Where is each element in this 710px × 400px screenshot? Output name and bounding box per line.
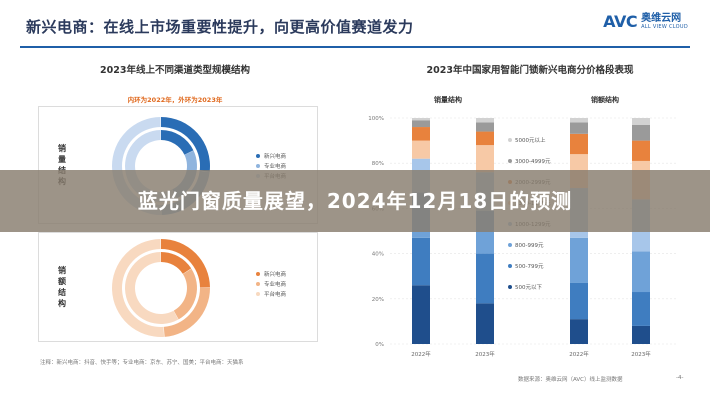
bar-legend-swatch-1 — [508, 159, 512, 163]
bar-legend-label-1: 3000-4999元 — [515, 158, 551, 165]
y-tick-label-2: 40% — [372, 252, 384, 258]
bar-volume-1-seg-1 — [476, 253, 494, 304]
logo-mark: AVC — [603, 12, 638, 31]
bar-volume-0-seg-7 — [412, 118, 430, 121]
bar-sales-1-seg-5 — [632, 140, 650, 161]
donut-0-legend-swatch-0 — [256, 154, 260, 158]
bar-legend-swatch-6 — [508, 264, 512, 268]
donut-0-legend-swatch-1 — [256, 164, 260, 168]
donut-0-inner-slice-0 — [161, 130, 194, 155]
logo-en: ALL VIEW CLOUD — [641, 24, 688, 30]
logo-cn: 奥维云网 — [641, 13, 682, 24]
x-label-volume-1: 2023年 — [475, 350, 495, 358]
price-segment-bar-chart: 0%20%40%60%80%100%2022年2023年2022年2023年50… — [368, 116, 678, 358]
bar-legend-label-7: 500元以下 — [515, 284, 542, 291]
header-divider — [20, 46, 690, 48]
bar-legend-label-6: 500-799元 — [515, 263, 544, 270]
page-number: -4- — [676, 375, 684, 381]
left-panel-title: 2023年线上不同渠道类型规模结构 — [100, 65, 250, 76]
bar-sales-0-seg-6 — [570, 122, 588, 134]
donut-1-legend-label-0: 新兴电商 — [264, 272, 287, 278]
donut-1-legend-item-0: 新兴电商 — [256, 270, 286, 278]
bar-legend-swatch-5 — [508, 243, 512, 247]
bar-volume-0-seg-0 — [412, 285, 430, 344]
donut-1-outer-slice-0 — [161, 239, 210, 288]
bar-sales-0-seg-0 — [570, 319, 588, 344]
sales-bars-label: 销额结构 — [591, 96, 619, 104]
bar-legend-swatch-7 — [508, 285, 512, 289]
bar-sales-1-seg-6 — [632, 124, 650, 141]
avc-logo: AVC 奥维云网 ALL VIEW CLOUD — [603, 12, 688, 31]
donut-0-legend-label-0: 新兴电商 — [264, 154, 287, 160]
bar-volume-1-seg-6 — [476, 122, 494, 132]
donut-1-outer-slice-2 — [112, 239, 165, 337]
bar-volume-0-seg-1 — [412, 237, 430, 286]
bar-sales-0-seg-7 — [570, 118, 588, 123]
bar-volume-0-seg-6 — [412, 120, 430, 128]
y-tick-label-1: 20% — [372, 297, 384, 303]
bar-volume-1-seg-5 — [476, 131, 494, 146]
data-source-note: 数据来源：奥维云网（AVC）线上监测数据 — [518, 377, 623, 383]
sales-donut-chart — [112, 239, 210, 337]
ring-note: 内环为2022年，外环为2023年 — [127, 96, 223, 104]
bar-volume-1-seg-0 — [476, 303, 494, 344]
bar-volume-1-seg-7 — [476, 118, 494, 123]
bar-sales-1-seg-7 — [632, 118, 650, 125]
donut-1-legend-label-1: 专业电商 — [264, 282, 287, 288]
bar-sales-1-seg-1 — [632, 292, 650, 326]
y-tick-label-0: 0% — [375, 342, 384, 348]
y-tick-label-4: 80% — [372, 161, 384, 167]
bar-sales-0-seg-5 — [570, 133, 588, 155]
page-title: 新兴电商：在线上市场重要性提升，向更高价值赛道发力 — [26, 18, 414, 36]
donut-1-inner-slice-1 — [173, 268, 197, 320]
header: 新兴电商：在线上市场重要性提升，向更高价值赛道发力 AVC 奥维云网 ALL V… — [0, 0, 710, 52]
bar-sales-0-seg-1 — [570, 282, 588, 320]
x-label-volume-0: 2022年 — [411, 350, 431, 358]
banner-headline: 蓝光门窗质量展望，2024年12月18日的预测 — [137, 189, 573, 213]
donut-1-inner-slice-2 — [125, 252, 179, 324]
x-label-sales-0: 2022年 — [569, 350, 589, 358]
bar-volume-0-seg-4 — [412, 140, 430, 159]
right-panel-title: 2023年中国家用智能门锁新兴电商分价格段表现 — [426, 65, 634, 76]
donut-0-legend-item-0: 新兴电商 — [256, 152, 286, 160]
y-tick-label-5: 100% — [368, 116, 384, 122]
donut-0-outer-slice-0 — [161, 117, 210, 172]
bar-sales-0-seg-2 — [570, 237, 588, 283]
donut-1-legend-swatch-1 — [256, 282, 260, 286]
bar-sales-1-seg-2 — [632, 251, 650, 293]
bar-legend-label-0: 5000元以上 — [515, 136, 546, 144]
donut-1-legend-label-2: 平台电商 — [264, 292, 287, 298]
bar-sales-1-seg-0 — [632, 325, 650, 344]
donut-1-legend-swatch-0 — [256, 272, 260, 276]
donut-0-legend-item-1: 专业电商 — [256, 162, 286, 170]
left-footnote: 注释：新兴电商：抖音、快手等；专业电商：京东、苏宁、国美；平台电商：天猫系 — [40, 360, 244, 366]
bar-volume-0-seg-5 — [412, 127, 430, 141]
donut-1-legend-item-2: 平台电商 — [256, 290, 286, 298]
donut-1-outer-slice-1 — [163, 288, 210, 337]
donut-1-legend-swatch-2 — [256, 292, 260, 296]
x-label-sales-1: 2023年 — [631, 350, 651, 358]
bar-legend-label-5: 800-999元 — [515, 242, 544, 249]
donut-1-inner-slice-0 — [161, 252, 192, 274]
bar-legend-swatch-0 — [508, 138, 512, 142]
bar-volume-1-seg-4 — [476, 145, 494, 173]
headline-banner: 蓝光门窗质量展望，2024年12月18日的预测 — [0, 170, 710, 232]
donut-0-legend-label-1: 专业电商 — [264, 164, 287, 170]
donut-1-legend-item-1: 专业电商 — [256, 280, 286, 288]
volume-bars-label: 销量结构 — [434, 96, 462, 104]
sales-structure-label: 销额结构 — [58, 266, 66, 308]
